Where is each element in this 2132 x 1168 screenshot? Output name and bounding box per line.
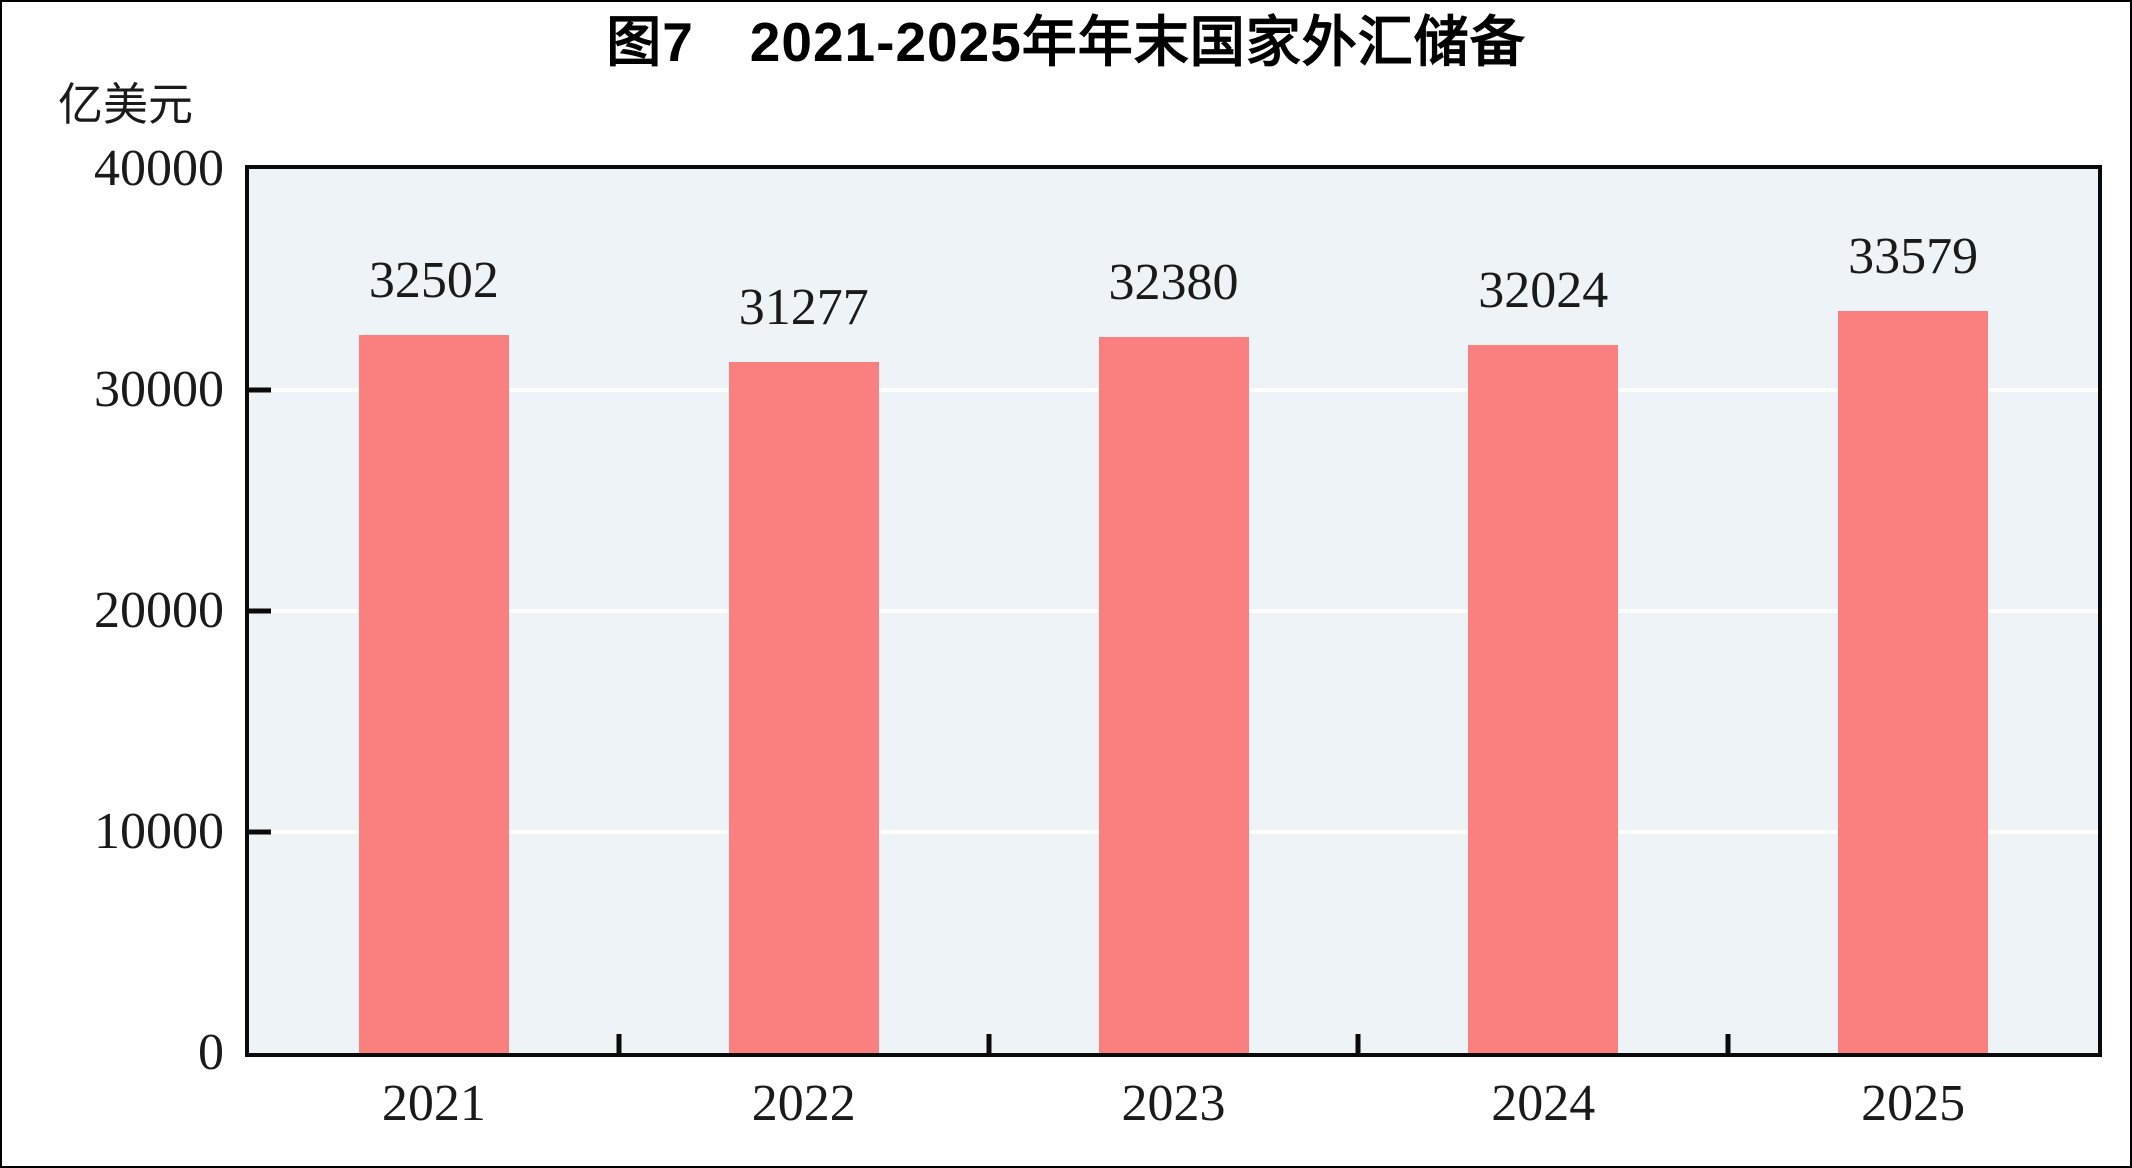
x-tick-label-2021: 2021 [381, 1075, 486, 1132]
y-tick-label-30000: 30000 [94, 361, 224, 418]
x-tick-label-2024: 2024 [1491, 1075, 1596, 1132]
value-label-2022: 31277 [738, 278, 869, 336]
x-axis-boundary-tick-2 [986, 1034, 992, 1053]
value-label-2025: 33579 [1848, 227, 1979, 285]
y-tick-label-10000: 10000 [94, 803, 224, 860]
x-tick-label-2022: 2022 [751, 1075, 856, 1132]
x-axis-boundary-tick-4 [1725, 1034, 1731, 1053]
value-label-2021: 32502 [368, 251, 499, 309]
x-axis-boundary-tick-3 [1355, 1034, 1361, 1053]
x-tick-label-2023: 2023 [1121, 1075, 1226, 1132]
y-axis-tick-20000 [249, 608, 271, 614]
x-tick-label-2025: 2025 [1861, 1075, 1966, 1132]
y-tick-label-20000: 20000 [94, 582, 224, 639]
bar-2022 [728, 361, 879, 1053]
value-label-2023: 32380 [1108, 254, 1239, 312]
value-label-2024: 32024 [1478, 262, 1609, 320]
y-tick-label-40000: 40000 [94, 140, 224, 197]
y-axis-tick-10000 [249, 829, 271, 835]
y-axis-unit-label: 亿美元 [58, 80, 194, 130]
bar-2021 [358, 334, 509, 1053]
plot-area: 0 10000 20000 30000 40000 32502 2021 31277 2022 3… [94, 141, 2102, 1132]
bar-2025 [1838, 310, 1989, 1053]
y-tick-label-0: 0 [198, 1024, 224, 1081]
bar-2024 [1468, 345, 1619, 1053]
chart-title: 图7 2021-2025年年末国家外汇储备 [606, 11, 1526, 73]
x-axis-boundary-tick-1 [616, 1034, 622, 1053]
bar-2023 [1098, 337, 1249, 1053]
y-axis-tick-30000 [249, 387, 271, 393]
